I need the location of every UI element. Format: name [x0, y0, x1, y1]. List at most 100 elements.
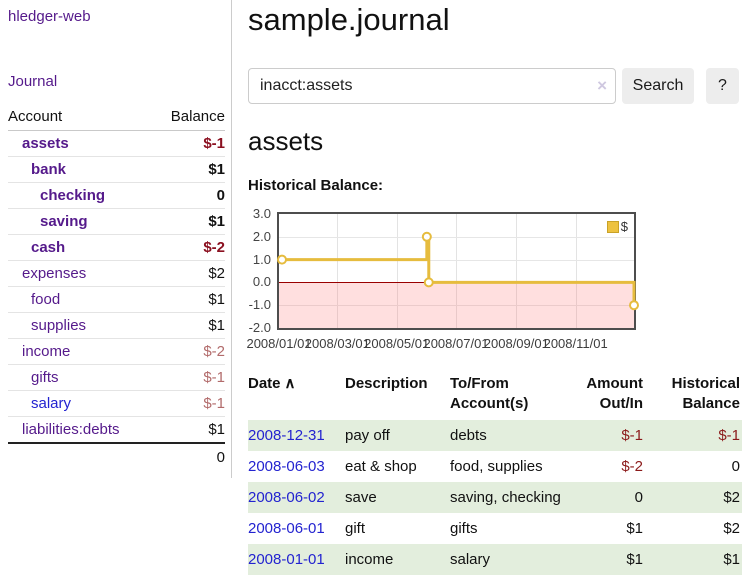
- account-link-income[interactable]: income: [22, 343, 71, 360]
- sidebar: hledger-web Journal Account Balance asse…: [0, 0, 232, 478]
- account-link-salary[interactable]: salary: [31, 395, 72, 412]
- account-balance: $1: [154, 286, 225, 313]
- y-tick-label: -1.0: [248, 297, 271, 313]
- register-col-accounts: To/From Account(s): [450, 375, 529, 412]
- account-balance: $2: [154, 260, 225, 287]
- register-description-cell: pay off: [345, 420, 450, 451]
- account-balance: $1: [154, 416, 225, 443]
- register-col-description: Description: [345, 375, 428, 392]
- accounts-body: assets $-1 bank $1 checking 0 saving $1 cash $-2 e…: [8, 131, 225, 470]
- register-description-cell: income: [345, 544, 450, 575]
- register-row: 2008-06-03 eat & shop food, supplies $-2 0: [248, 451, 742, 482]
- accounts-col-balance: Balance: [154, 104, 225, 131]
- account-link-assets[interactable]: assets: [22, 135, 69, 152]
- register-date-cell: 2008-01-01: [248, 544, 345, 575]
- data-point-marker: [421, 231, 432, 242]
- accounts-total-row: 0: [8, 442, 225, 470]
- data-point-marker: [629, 300, 639, 311]
- account-row: salary $-1: [8, 390, 225, 417]
- register-row: 2008-06-02 save saving, checking 0 $2: [248, 482, 742, 513]
- register-amount-cell: $-1: [562, 420, 643, 451]
- gridline-horizontal: [279, 305, 634, 307]
- account-link-expenses[interactable]: expenses: [22, 265, 87, 282]
- accounts-total-value: 0: [154, 442, 225, 470]
- accounts-col-account: Account: [8, 104, 155, 131]
- account-balance: $-1: [203, 135, 225, 152]
- balance-line-series: [277, 231, 639, 311]
- account-row: supplies $1: [8, 312, 225, 339]
- negative-region: [279, 282, 634, 328]
- x-tick-label: 2008/01/01: [246, 336, 312, 351]
- y-tick-label: -2.0: [248, 320, 271, 335]
- account-balance: $-2: [154, 338, 225, 365]
- help-button[interactable]: ?: [706, 68, 739, 104]
- sort-asc-icon: ∧: [284, 375, 296, 392]
- x-tick-label: 2008/03/01: [304, 336, 370, 351]
- account-balance: $1: [154, 208, 225, 235]
- account-balance: $-2: [154, 234, 225, 261]
- gridline-vertical: [575, 214, 577, 328]
- account-row: checking 0: [8, 182, 225, 209]
- account-row: income $-2: [8, 338, 225, 365]
- account-heading: assets: [248, 126, 324, 156]
- account-balance: $-1: [154, 390, 225, 417]
- gridline-vertical: [337, 214, 339, 328]
- chart-title: Historical Balance:: [248, 177, 384, 194]
- register-date-cell: 2008-06-03: [248, 451, 345, 482]
- register-row: 2008-01-01 income salary $1 $1: [248, 544, 742, 575]
- account-balance: $1: [154, 312, 225, 339]
- transaction-date-link[interactable]: 2008-06-02: [248, 489, 325, 506]
- search-form: × Search ?: [248, 68, 742, 104]
- register-balance-cell: $2: [643, 482, 742, 513]
- register-accounts-cell: gifts: [450, 520, 478, 537]
- y-tick-label: 2.0: [252, 228, 271, 244]
- gridline-vertical: [516, 214, 518, 328]
- register-accounts-cell: saving, checking: [450, 482, 562, 513]
- legend-label: $: [620, 219, 628, 234]
- account-link-gifts[interactable]: gifts: [31, 369, 59, 386]
- account-link-saving[interactable]: saving: [40, 213, 88, 230]
- register-balance-cell: $1: [643, 544, 742, 575]
- register-date-cell: 2008-06-02: [248, 482, 345, 513]
- chart-x-axis: 2008/01/01 2008/03/01 2008/05/01 2008/07/01…: [246, 336, 634, 352]
- transaction-date-link[interactable]: 2008-06-01: [248, 520, 325, 537]
- register-table: Date ∧ Description To/From Account(s) Amo…: [248, 371, 742, 575]
- account-link-supplies[interactable]: supplies: [31, 317, 87, 334]
- clear-search-icon[interactable]: ×: [597, 76, 607, 95]
- transaction-date-link[interactable]: 2008-06-03: [248, 458, 325, 475]
- register-amount-cell: $1: [562, 544, 643, 575]
- search-input[interactable]: [248, 68, 616, 104]
- search-box: ×: [248, 68, 616, 104]
- x-tick-label: 2008/05/01: [364, 336, 430, 351]
- account-link-food[interactable]: food: [31, 291, 61, 308]
- account-row: gifts $-1: [8, 364, 225, 391]
- gridline-vertical: [456, 214, 457, 328]
- chart-legend: $: [604, 218, 630, 235]
- y-tick-label: 3.0: [252, 206, 271, 221]
- account-link-bank[interactable]: bank: [31, 161, 67, 178]
- x-tick-label: 2008/09/01: [483, 336, 549, 351]
- register-col-date[interactable]: Date ∧: [248, 371, 345, 420]
- account-row: liabilities:debts $1: [8, 416, 225, 443]
- sidebar-item-journal[interactable]: Journal: [8, 73, 58, 90]
- register-balance-cell: $-1: [643, 420, 742, 451]
- main-content: sample.journal × Search ? assets Histori…: [232, 0, 742, 575]
- account-row: bank $1: [8, 156, 225, 183]
- y-tick-label: 0.0: [252, 274, 271, 290]
- historical-balance-chart: 3.0 2.0 1.0 0.0 -1.0 -2.0 $ 2008/01/01 2008/03…: [246, 206, 742, 353]
- account-row: food $1: [8, 286, 225, 313]
- register-col-date-label: Date: [248, 375, 281, 392]
- register-description-cell: gift: [345, 520, 366, 537]
- transaction-date-link[interactable]: 2008-12-31: [248, 427, 325, 444]
- transaction-date-link[interactable]: 2008-01-01: [248, 551, 325, 568]
- account-link-liabilities-debts[interactable]: liabilities:debts: [22, 421, 120, 438]
- account-row: assets $-1: [8, 131, 225, 157]
- account-link-checking[interactable]: checking: [40, 187, 106, 204]
- search-button[interactable]: Search: [622, 68, 694, 104]
- account-row: cash $-2: [8, 234, 225, 261]
- app-title-link[interactable]: hledger-web: [8, 8, 91, 25]
- account-balance: $-1: [154, 364, 225, 391]
- data-point-marker: [423, 277, 434, 288]
- register-amount-cell: 0: [562, 482, 643, 513]
- account-link-cash[interactable]: cash: [31, 239, 66, 256]
